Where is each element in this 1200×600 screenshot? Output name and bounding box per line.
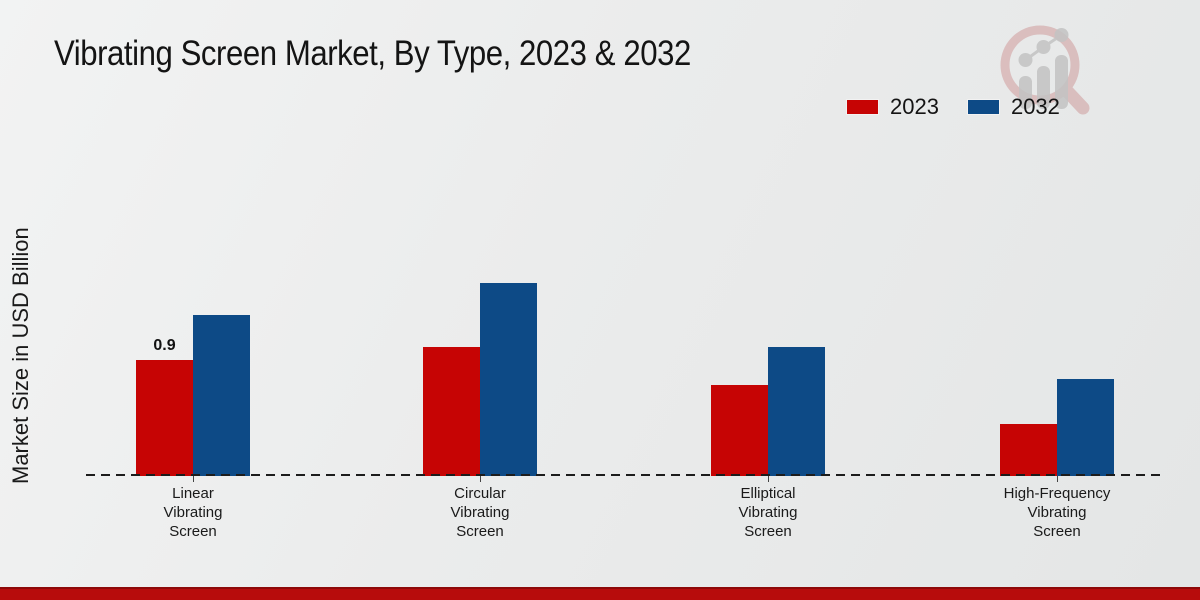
x-axis-category-label: High-Frequency Vibrating Screen bbox=[1003, 485, 1111, 540]
bar-2032-group4 bbox=[1057, 379, 1114, 476]
x-axis-tick bbox=[1057, 476, 1058, 482]
bar-2023-group1 bbox=[136, 360, 193, 476]
x-axis-baseline bbox=[86, 474, 1164, 476]
x-axis-category-label: Circular Vibrating Screen bbox=[450, 485, 510, 540]
legend-swatch-2023 bbox=[846, 99, 879, 115]
x-axis-category-label: Elliptical Vibrating Screen bbox=[738, 485, 798, 540]
x-axis-tick bbox=[768, 476, 769, 482]
legend: 2023 2032 bbox=[846, 94, 1060, 120]
bar-2023-group3 bbox=[711, 385, 768, 476]
magnifier-growth-chart-watermark-icon bbox=[1000, 25, 1090, 115]
chart-title: Vibrating Screen Market, By Type, 2023 &… bbox=[54, 34, 691, 73]
legend-item-2032: 2032 bbox=[966, 94, 1060, 120]
legend-item-2023: 2023 bbox=[846, 94, 939, 120]
x-axis-tick bbox=[193, 476, 194, 482]
bar-value-label: 0.9 bbox=[153, 337, 176, 354]
bar-2023-group4 bbox=[1000, 424, 1057, 476]
legend-label-2032: 2032 bbox=[1010, 94, 1060, 119]
bar-2032-group2 bbox=[480, 283, 537, 476]
x-axis-tick bbox=[480, 476, 481, 482]
bar-2023-group2 bbox=[423, 347, 480, 476]
legend-swatch-2032 bbox=[966, 99, 1000, 115]
bar-2032-group1 bbox=[193, 315, 250, 476]
bar-2032-group3 bbox=[768, 347, 825, 476]
x-axis-category-label: Linear Vibrating Screen bbox=[163, 485, 223, 540]
legend-label-2023: 2023 bbox=[890, 94, 939, 119]
footer-accent-band bbox=[0, 587, 1200, 600]
